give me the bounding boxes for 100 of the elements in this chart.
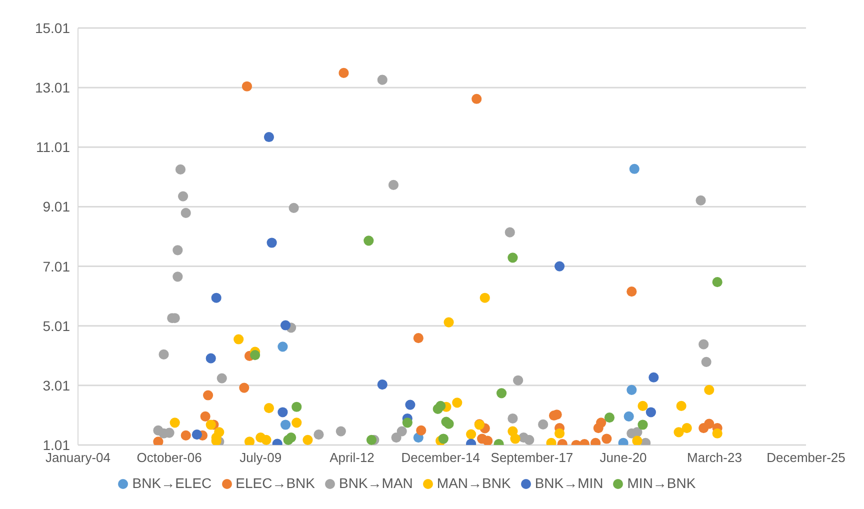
point — [377, 74, 388, 85]
point — [626, 384, 637, 395]
point — [508, 413, 518, 424]
point — [292, 418, 302, 428]
point — [696, 195, 706, 206]
point — [391, 432, 402, 443]
point — [203, 390, 214, 400]
point — [170, 418, 180, 428]
legend-label: MAN→BNK — [436, 475, 511, 491]
point — [480, 292, 490, 303]
point — [200, 411, 210, 422]
point — [214, 427, 224, 438]
point — [704, 384, 714, 395]
point — [180, 430, 191, 441]
point — [158, 349, 169, 360]
point — [396, 426, 407, 436]
point — [444, 418, 454, 429]
point — [388, 180, 399, 190]
point — [366, 434, 377, 445]
point — [524, 434, 534, 445]
point — [264, 403, 274, 414]
point — [432, 404, 443, 414]
point — [206, 353, 216, 364]
x-tick-label: March-23 — [687, 450, 742, 466]
point — [288, 202, 299, 213]
x-tick-label: June-20 — [600, 450, 647, 466]
point — [624, 411, 634, 422]
point — [286, 432, 296, 443]
point — [554, 428, 565, 438]
y-tick-label: 9.01 — [42, 198, 70, 215]
point — [712, 428, 722, 438]
legend-label: BNK→MIN — [534, 475, 604, 491]
point — [682, 422, 692, 434]
x-tick-label: January-04 — [45, 450, 111, 466]
point — [211, 292, 222, 303]
point — [302, 434, 313, 445]
point — [508, 252, 518, 263]
x-tick-label: July-09 — [240, 450, 282, 466]
point — [704, 418, 714, 429]
point — [278, 407, 288, 418]
y-tick-label: 5.01 — [42, 318, 70, 334]
legend-label: MIN→BNK — [627, 475, 696, 491]
point — [626, 286, 637, 297]
point — [496, 388, 507, 398]
point — [632, 436, 642, 445]
point — [175, 164, 186, 175]
point — [554, 261, 565, 272]
point — [364, 236, 374, 246]
point — [278, 342, 288, 352]
point — [172, 272, 183, 282]
point — [153, 436, 164, 445]
point — [629, 164, 640, 174]
point — [701, 356, 712, 367]
point — [180, 208, 191, 218]
x-tick-label: April-12 — [330, 450, 374, 466]
point — [206, 420, 216, 430]
point — [172, 245, 183, 256]
point — [513, 375, 524, 386]
y-tick-label: 3.01 — [42, 377, 70, 394]
point — [638, 400, 648, 412]
point — [648, 372, 659, 382]
point — [413, 333, 424, 344]
point — [482, 436, 493, 445]
point — [239, 382, 250, 393]
point — [510, 434, 520, 444]
point — [638, 420, 648, 430]
point — [452, 398, 462, 408]
point — [178, 191, 188, 202]
point — [602, 434, 612, 444]
legend-label: ELEC→BNK — [236, 475, 315, 491]
point — [314, 430, 324, 440]
y-tick-label: 7.01 — [42, 258, 70, 274]
point — [261, 434, 272, 445]
point — [264, 132, 274, 142]
point — [292, 402, 302, 412]
point — [698, 339, 709, 350]
legend-label: BNK→MAN — [339, 475, 413, 491]
point — [712, 277, 722, 288]
legend-label: BNK→ELEC — [132, 475, 212, 491]
point — [632, 427, 642, 438]
x-tick-label: October-06 — [136, 450, 202, 466]
y-tick-label: 1.01 — [42, 436, 70, 453]
point — [266, 238, 277, 248]
point — [250, 350, 260, 360]
point — [504, 227, 515, 238]
point — [234, 334, 244, 344]
point — [244, 436, 255, 445]
point — [472, 94, 482, 104]
point — [216, 373, 227, 384]
point — [377, 380, 388, 390]
x-tick-label: December-14 — [401, 450, 480, 466]
x-tick-label: September-17 — [490, 450, 574, 466]
point — [552, 410, 562, 420]
y-tick-label: 13.01 — [34, 80, 70, 96]
point — [444, 317, 454, 328]
point — [676, 400, 686, 412]
point — [416, 425, 426, 436]
point — [538, 419, 548, 430]
x-tick-label: December-25 — [766, 450, 846, 466]
point — [402, 418, 412, 428]
